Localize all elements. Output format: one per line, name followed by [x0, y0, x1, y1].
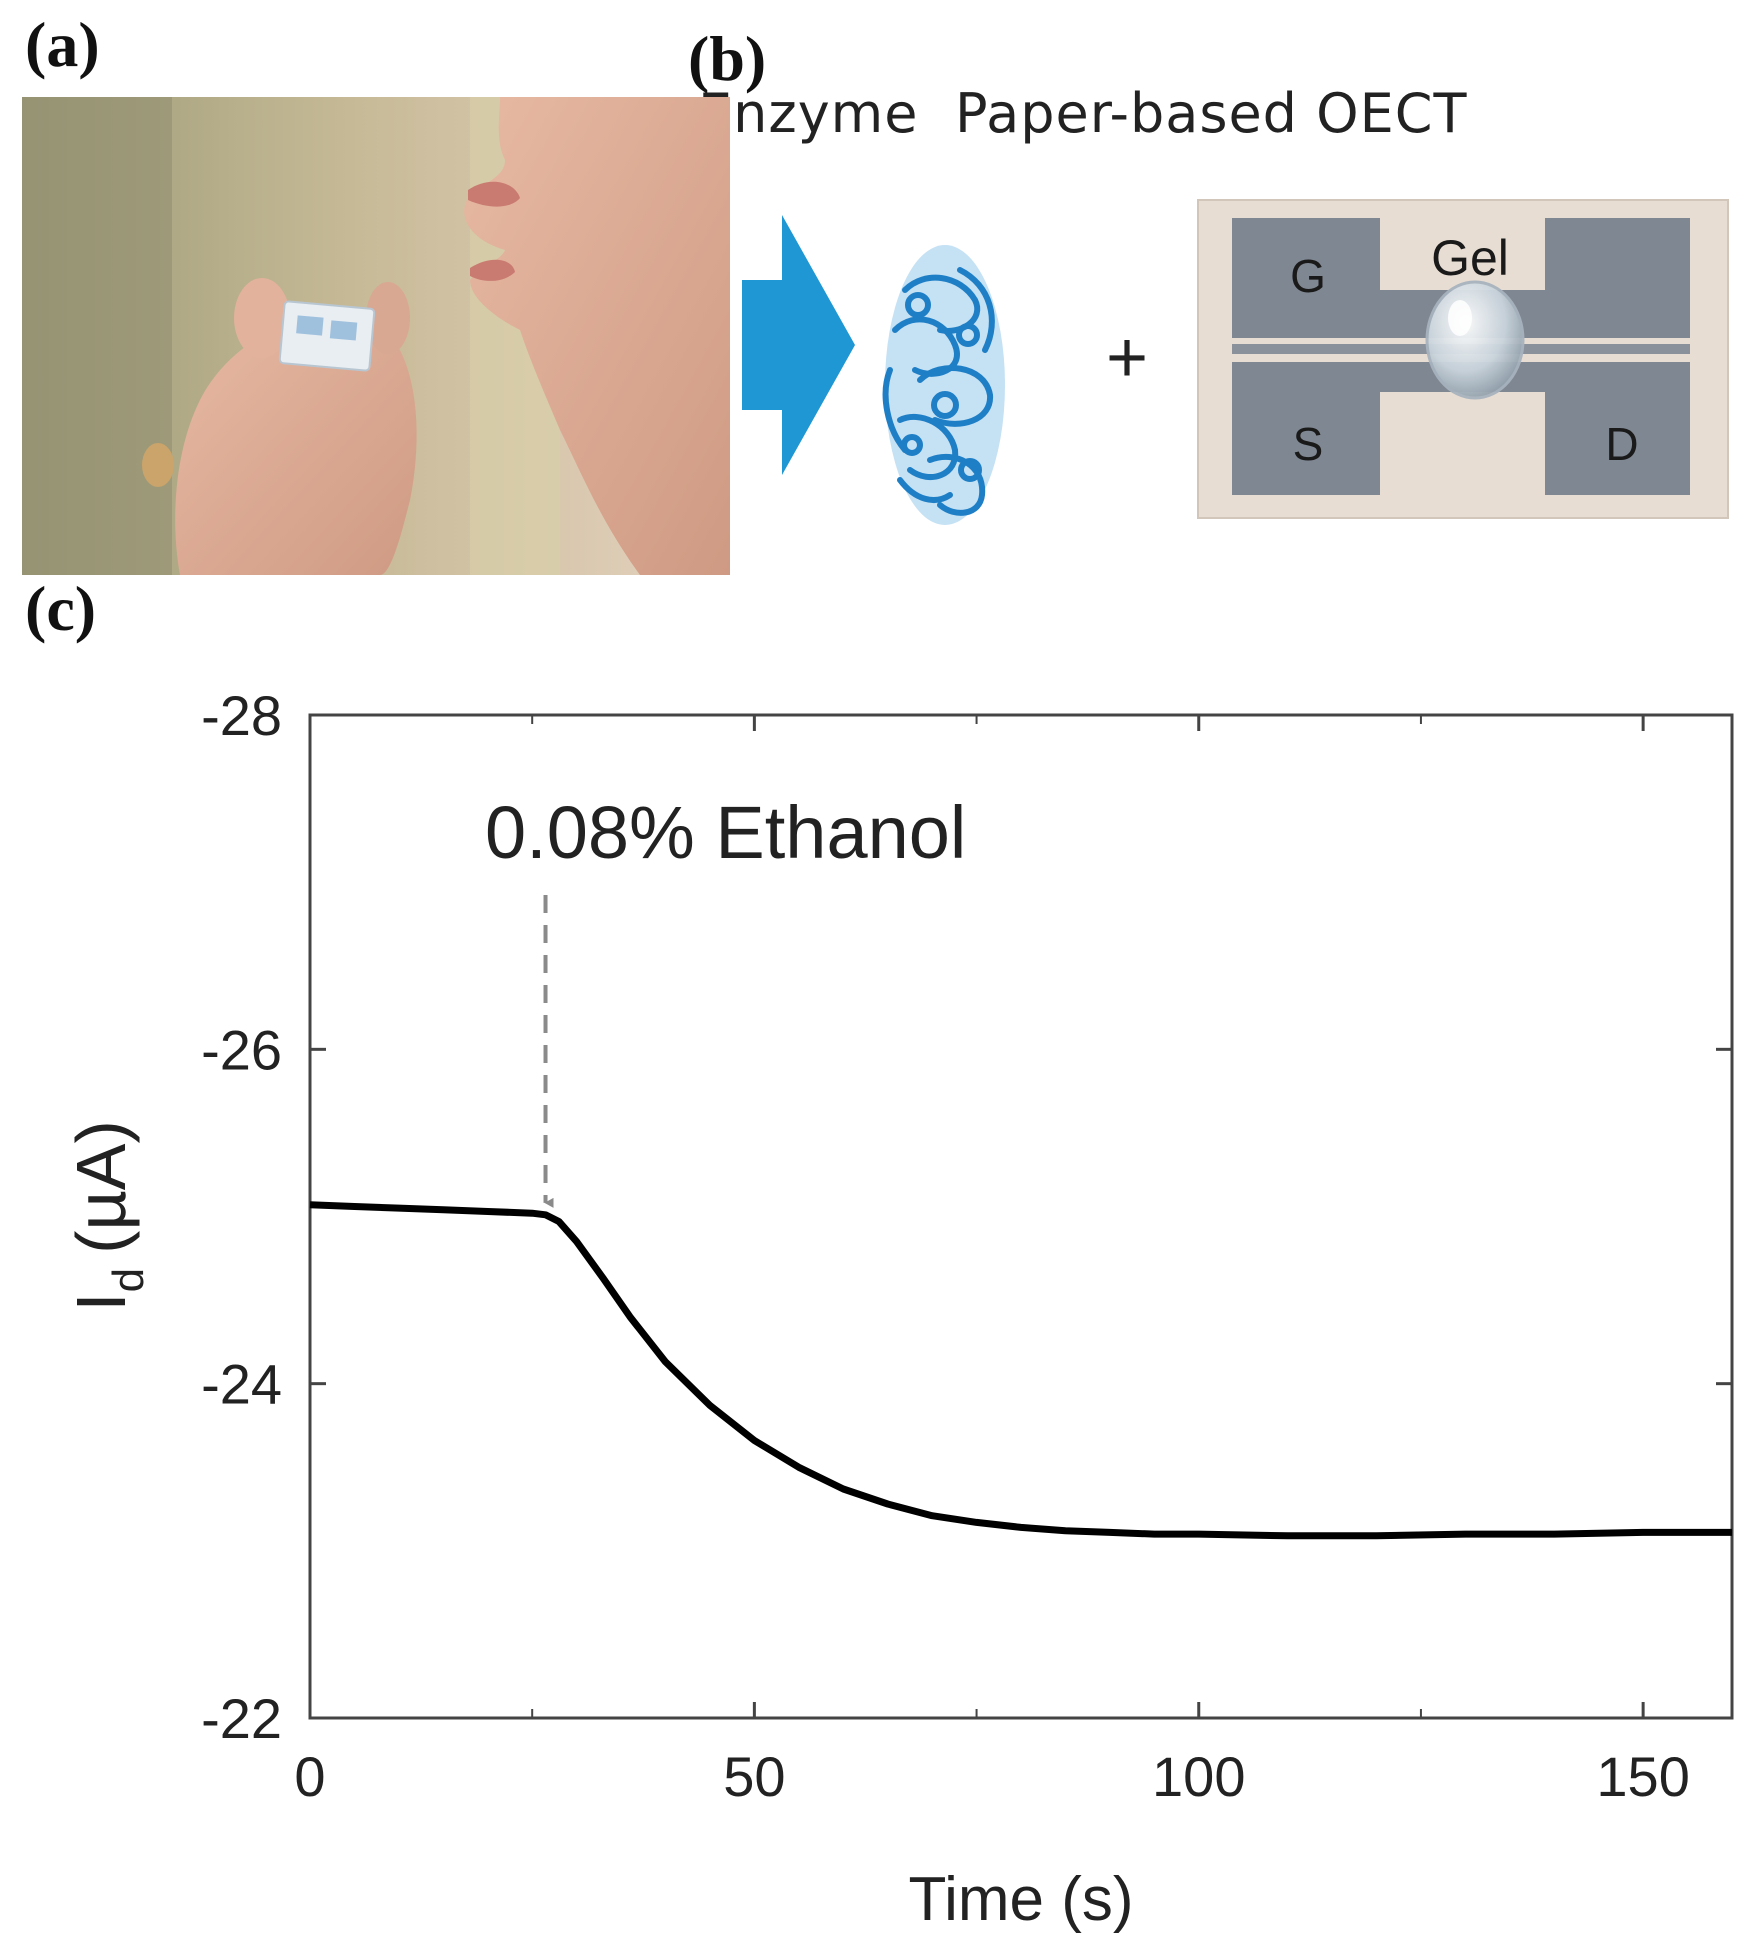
x-tick-label: 150	[1596, 1745, 1689, 1808]
y-axis-label-main: I	[62, 1292, 140, 1311]
y-axis-label-unit: (µA)	[62, 1120, 140, 1254]
drain-current-curve	[309, 1201, 1732, 1540]
device-caption: Paper-based OECT	[955, 82, 1468, 145]
source-electrode-label: S	[1293, 418, 1324, 470]
drain-current-chart: 0 50 100 150 -28 -26 -24 -22 0.08% Ethanol Time…	[62, 684, 1734, 1934]
ethanol-annotation: 0.08% Ethanol	[485, 791, 966, 874]
oect-device-image: G Gel S D	[1197, 199, 1729, 519]
process-arrow	[742, 215, 855, 475]
y-tick-label: -22	[201, 1687, 282, 1750]
x-tick-label: 100	[1152, 1745, 1245, 1808]
enzyme-structure-image	[882, 245, 1005, 525]
panel-label-b: (b)	[688, 23, 767, 94]
gel-label: Gel	[1431, 230, 1509, 286]
x-tick-label: 0	[294, 1745, 325, 1808]
y-axis-label-subscript: d	[104, 1268, 153, 1292]
breath-test-photo	[22, 97, 730, 575]
y-tick-label: -24	[201, 1353, 282, 1416]
y-axis-label: Id (µA)	[62, 1120, 153, 1312]
drain-electrode-label: D	[1605, 418, 1638, 470]
plus-sign: +	[1106, 318, 1148, 398]
panel-label-a: (a)	[25, 9, 100, 80]
x-tick-label: 50	[723, 1745, 785, 1808]
y-tick-label: -28	[201, 684, 282, 747]
svg-text:Id(µA): Id (µA)	[62, 1120, 153, 1312]
x-axis-label: Time (s)	[909, 1865, 1134, 1934]
enzyme-caption: Enzyme	[698, 82, 919, 145]
y-tick-label: -26	[201, 1018, 282, 1081]
gate-electrode-label: G	[1290, 250, 1326, 302]
plot-frame	[308, 713, 1734, 1720]
panel-label-c: (c)	[25, 573, 97, 644]
